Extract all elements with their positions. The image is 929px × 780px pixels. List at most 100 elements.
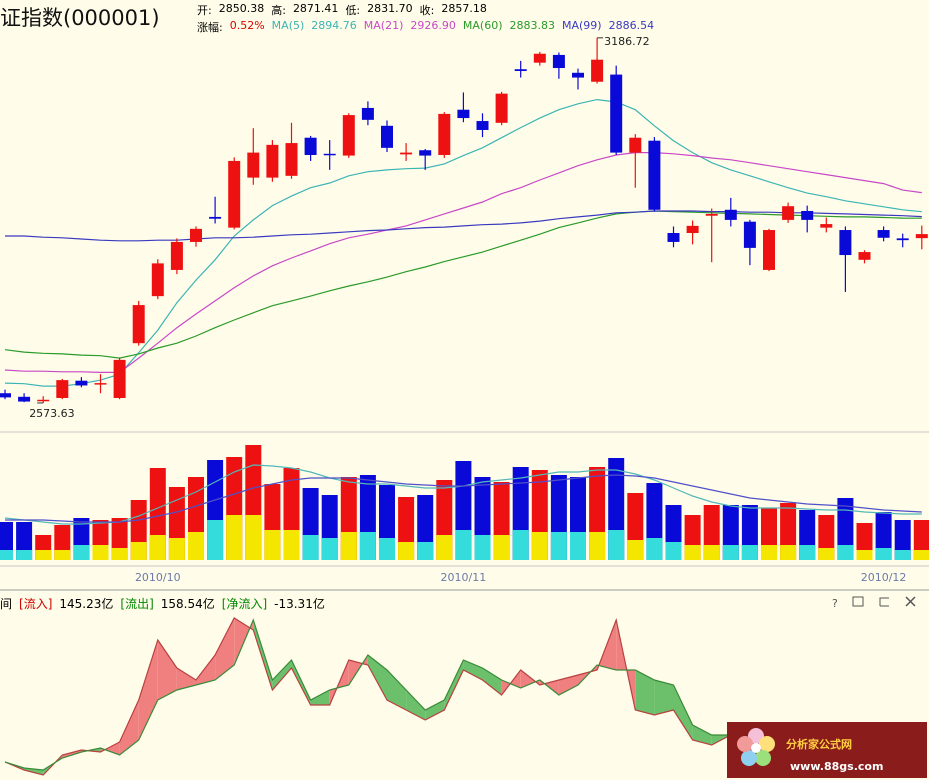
volume-inner [130, 542, 147, 560]
candle-body [648, 140, 661, 210]
volume-inner [398, 542, 415, 560]
volume-inner [875, 548, 892, 560]
volume-inner [741, 545, 758, 560]
annotation: 3186.72 [604, 35, 650, 48]
candle-body [763, 230, 775, 270]
volume-inner [283, 530, 300, 560]
maximize-button[interactable] [879, 597, 889, 607]
volume-inner [436, 535, 453, 560]
volume-inner [245, 515, 262, 560]
flow-legend-item: [净流入] [221, 597, 268, 611]
flow-fill [692, 725, 712, 745]
candle-body [56, 380, 69, 398]
ma-line [4, 210, 922, 359]
volume-inner [837, 545, 854, 560]
candle-body [839, 230, 852, 256]
x-tick-label: 2010/10 [135, 571, 181, 584]
ma-name: MA(5) [271, 19, 305, 32]
flow-fill [196, 655, 216, 685]
flow-fill [463, 660, 483, 680]
candle-body [629, 137, 642, 153]
volume-inner [302, 535, 319, 560]
volume-inner [0, 550, 13, 560]
ma-value: 2926.90 [410, 19, 456, 32]
candle-body [514, 69, 527, 72]
flow-legend-item: -13.31亿 [274, 597, 325, 611]
volume-inner [856, 550, 873, 560]
volume-inner [359, 532, 376, 560]
volume-inner [894, 550, 911, 560]
candle-body [132, 305, 145, 344]
volume-inner [35, 550, 52, 560]
volume-inner [818, 548, 835, 560]
volume-inner [73, 545, 90, 560]
volume-inner [54, 550, 71, 560]
volume-inner [799, 545, 816, 560]
help-button[interactable]: ? [832, 597, 838, 610]
candle-body [782, 206, 795, 220]
info-value: 2857.18 [441, 2, 487, 15]
volume-inner [321, 538, 338, 560]
info-value: 2871.41 [292, 2, 339, 15]
restore-button[interactable] [852, 596, 864, 607]
volume-inner [474, 535, 491, 560]
info-value: 2831.70 [367, 2, 413, 15]
inflow-line [4, 617, 750, 776]
volume-inner [379, 538, 395, 560]
volume-inner [913, 550, 929, 560]
flow-fill [673, 685, 693, 740]
outflow-line [4, 618, 750, 771]
volume-inner [92, 545, 109, 560]
flow-fill [635, 670, 655, 715]
candle-body [915, 234, 928, 239]
annotation: 2573.63 [29, 407, 74, 420]
candle-body [419, 150, 432, 156]
volume-bar [837, 498, 854, 560]
candle-body [342, 115, 355, 156]
volume-inner [226, 515, 243, 560]
candle-body [228, 160, 241, 228]
watermark-title: 分析家公式网 [786, 737, 852, 751]
candle-body [151, 263, 164, 297]
flow-fill [367, 655, 387, 700]
close-button[interactable] [905, 596, 916, 607]
volume-inner [512, 530, 529, 560]
candle-body [37, 399, 50, 402]
flow-fill [387, 670, 407, 710]
candle-body [247, 152, 260, 178]
price-info: 开: 2850.38 高: 2871.41 低: 2831.70 收: 2857.18 [197, 2, 487, 18]
candle-body [0, 393, 11, 398]
candle-body [323, 153, 336, 156]
volume-inner [168, 538, 185, 560]
flow-fill [272, 660, 292, 690]
candle-body [94, 383, 107, 385]
volume-inner [264, 530, 281, 560]
flow-fill [310, 690, 330, 705]
volume-inner [417, 542, 434, 560]
candle-body [610, 74, 623, 153]
ma-name: MA(60) [462, 19, 503, 32]
volume-inner [722, 545, 739, 560]
flow-legend-item: 145.23亿 [59, 597, 114, 611]
candle-body [591, 59, 604, 82]
change-value: 0.52% [229, 19, 265, 32]
info-label: 收: [419, 4, 435, 17]
candle-body [572, 72, 584, 78]
flow-fill [100, 742, 120, 755]
volume-inner [550, 532, 567, 560]
candle-body [266, 144, 279, 178]
candle-body [858, 252, 871, 260]
volume-inner [780, 545, 797, 560]
ma-value: 2883.83 [509, 19, 556, 32]
flow-fill [215, 618, 235, 680]
watermark-logo [737, 728, 775, 766]
volume-inner [589, 532, 606, 560]
candle-body [801, 210, 814, 220]
x-tick-label: 2010/11 [441, 571, 487, 584]
candle-body [877, 230, 890, 238]
change-label: 涨幅: [197, 21, 223, 34]
candle-body [190, 228, 202, 242]
flow-fill [253, 620, 273, 690]
